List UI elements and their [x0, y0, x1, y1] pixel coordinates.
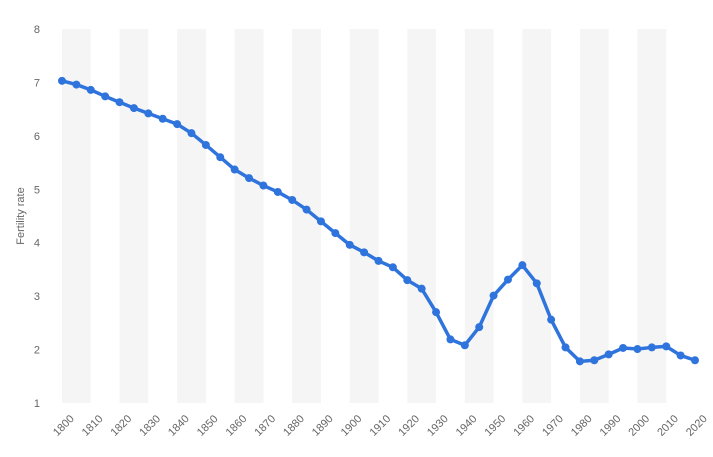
grid-band [62, 29, 91, 403]
grid-band [579, 29, 609, 403]
x-tick-label: 1910 [367, 413, 393, 439]
data-point[interactable] [475, 323, 484, 332]
data-point[interactable] [662, 342, 671, 351]
x-tick-label: 2000 [626, 413, 652, 439]
data-point[interactable] [619, 343, 628, 352]
data-point[interactable] [72, 80, 81, 89]
data-point[interactable] [101, 92, 110, 101]
x-tick-label: 1800 [51, 413, 77, 439]
grid-band [234, 29, 264, 403]
y-tick-label: 2 [34, 345, 40, 357]
data-point[interactable] [417, 284, 426, 293]
data-point[interactable] [647, 343, 656, 352]
data-point[interactable] [288, 195, 297, 204]
x-tick-label: 1990 [598, 413, 624, 439]
data-point[interactable] [316, 217, 325, 226]
data-point[interactable] [86, 85, 95, 94]
data-point[interactable] [331, 229, 340, 238]
y-tick-label: 4 [34, 238, 40, 250]
data-point[interactable] [187, 129, 196, 138]
data-point[interactable] [403, 276, 412, 285]
data-point[interactable] [432, 308, 441, 317]
series-points [58, 76, 699, 366]
y-tick-label: 7 [34, 77, 40, 89]
data-point[interactable] [547, 315, 556, 324]
data-point[interactable] [302, 205, 311, 214]
grid-band [637, 29, 667, 403]
x-tick-label: 1950 [483, 413, 509, 439]
data-point[interactable] [201, 140, 210, 149]
data-point[interactable] [460, 341, 469, 350]
data-point[interactable] [532, 279, 541, 288]
data-point[interactable] [129, 104, 138, 113]
x-tick-label: 1900 [339, 413, 365, 439]
y-axis-title: Fertility rate [15, 187, 27, 244]
x-axis-tick-labels: 1800 1810 1820 1830 1840 1850 1860 1870 1880 1890… [51, 413, 710, 439]
data-point[interactable] [676, 351, 685, 360]
data-point[interactable] [388, 263, 397, 272]
data-point[interactable] [446, 335, 455, 344]
data-point[interactable] [158, 114, 167, 123]
data-point[interactable] [489, 291, 498, 300]
data-point[interactable] [259, 181, 268, 190]
data-point[interactable] [230, 165, 239, 174]
y-tick-label: 1 [34, 398, 40, 410]
grid-band [522, 29, 552, 403]
grid-band [349, 29, 379, 403]
y-tick-label: 3 [34, 291, 40, 303]
x-tick-label: 1940 [454, 413, 480, 439]
background-bands [62, 29, 667, 403]
y-tick-label: 5 [34, 184, 40, 196]
data-point[interactable] [561, 343, 570, 352]
x-tick-label: 1890 [310, 413, 336, 439]
x-tick-label: 1860 [224, 413, 250, 439]
x-tick-label: 1880 [281, 413, 307, 439]
data-point[interactable] [503, 275, 512, 284]
x-tick-label: 2020 [684, 413, 710, 439]
data-point[interactable] [345, 240, 354, 249]
x-tick-label: 1840 [166, 413, 192, 439]
grid-band [464, 29, 494, 403]
y-tick-label: 6 [34, 131, 40, 143]
data-point[interactable] [604, 350, 613, 359]
data-point[interactable] [575, 357, 584, 366]
grid-band [119, 29, 149, 403]
data-point[interactable] [360, 248, 369, 257]
data-point[interactable] [273, 187, 282, 196]
data-point[interactable] [518, 261, 527, 270]
x-tick-label: 1920 [396, 413, 422, 439]
x-tick-label: 1850 [195, 413, 221, 439]
data-point[interactable] [115, 98, 124, 107]
grid-band [177, 29, 206, 403]
data-point[interactable] [144, 109, 153, 118]
x-tick-label: 1820 [109, 413, 135, 439]
x-tick-label: 1970 [540, 413, 566, 439]
x-tick-label: 1830 [137, 413, 163, 439]
x-tick-label: 1980 [569, 413, 595, 439]
data-point[interactable] [374, 256, 383, 265]
data-point[interactable] [245, 174, 254, 183]
data-point[interactable] [173, 120, 182, 129]
x-tick-label: 1930 [425, 413, 451, 439]
y-tick-label: 8 [34, 24, 40, 36]
data-point[interactable] [590, 356, 599, 365]
data-point[interactable] [633, 345, 642, 354]
y-axis-tick-labels: 1 2 3 4 5 6 7 8 [34, 24, 40, 410]
x-tick-label: 2010 [655, 413, 681, 439]
grid-band [407, 29, 437, 403]
x-tick-label: 1810 [80, 413, 106, 439]
x-tick-label: 1960 [511, 413, 537, 439]
data-point[interactable] [216, 153, 225, 162]
x-tick-label: 1870 [252, 413, 278, 439]
data-point[interactable] [691, 356, 699, 365]
data-point[interactable] [58, 76, 66, 85]
